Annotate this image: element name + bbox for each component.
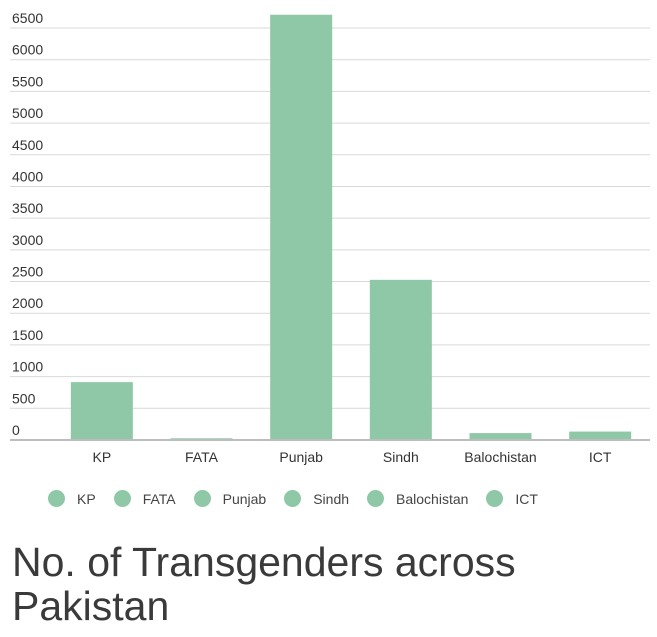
legend-swatch bbox=[486, 490, 504, 507]
legend-item: Punjab bbox=[193, 490, 267, 507]
chart-title: No. of Transgenders across Pakistan bbox=[12, 539, 516, 629]
y-tick-label: 1500 bbox=[12, 327, 43, 343]
x-tick-label: ICT bbox=[589, 449, 612, 465]
y-tick-label: 6000 bbox=[12, 42, 43, 58]
y-tick-label: 2000 bbox=[12, 295, 43, 311]
y-tick-label: 500 bbox=[12, 390, 36, 406]
x-tick-label: Sindh bbox=[383, 449, 419, 465]
x-tick-label: FATA bbox=[185, 449, 219, 465]
legend: KP FATA Punjab Sindh Balochistan ICT bbox=[48, 490, 556, 507]
y-axis-ticks: 0 500 1000 1500 2000 2500 3000 3500 4000 4500 5000… bbox=[12, 10, 43, 438]
legend-item: KP bbox=[48, 490, 96, 507]
x-axis-labels: KP FATA Punjab Sindh Balochistan ICT bbox=[92, 449, 611, 465]
legend-item: Sindh bbox=[284, 490, 349, 507]
bar-balochistan bbox=[469, 433, 532, 440]
legend-label: Sindh bbox=[313, 490, 350, 507]
y-tick-label: 6500 bbox=[12, 10, 43, 26]
bars bbox=[70, 14, 632, 441]
legend-label: Punjab bbox=[222, 490, 267, 507]
y-tick-label: 2500 bbox=[12, 264, 43, 280]
x-tick-label: Balochistan bbox=[464, 449, 536, 465]
legend-swatch bbox=[367, 490, 385, 507]
legend-swatch bbox=[193, 490, 211, 507]
legend-label: FATA bbox=[142, 490, 176, 507]
y-tick-label: 5500 bbox=[12, 73, 43, 89]
legend-label: ICT bbox=[515, 490, 538, 507]
legend-label: KP bbox=[77, 490, 96, 507]
legend-swatch bbox=[284, 490, 302, 507]
legend-item: FATA bbox=[113, 490, 176, 507]
bar-chart: 0 500 1000 1500 2000 2500 3000 3500 4000 4500 5000… bbox=[10, 10, 650, 465]
legend-label: Balochistan bbox=[396, 490, 469, 507]
legend-item: ICT bbox=[486, 490, 538, 507]
legend-swatch bbox=[48, 490, 65, 507]
y-tick-label: 4500 bbox=[12, 137, 43, 153]
y-tick-label: 4000 bbox=[12, 168, 43, 184]
legend-item: Balochistan bbox=[367, 490, 468, 507]
x-tick-label: KP bbox=[92, 449, 111, 465]
bar-kp bbox=[70, 382, 133, 440]
bar-ict bbox=[569, 431, 632, 440]
y-tick-label: 3000 bbox=[12, 232, 43, 248]
y-tick-label: 1000 bbox=[12, 359, 43, 375]
x-tick-label: Punjab bbox=[279, 449, 323, 465]
bar-sindh bbox=[369, 279, 432, 440]
y-tick-label: 0 bbox=[12, 422, 20, 438]
y-tick-label: 3500 bbox=[12, 200, 43, 216]
bar-punjab bbox=[270, 14, 333, 440]
y-tick-label: 5000 bbox=[12, 105, 43, 121]
legend-swatch bbox=[113, 490, 131, 507]
